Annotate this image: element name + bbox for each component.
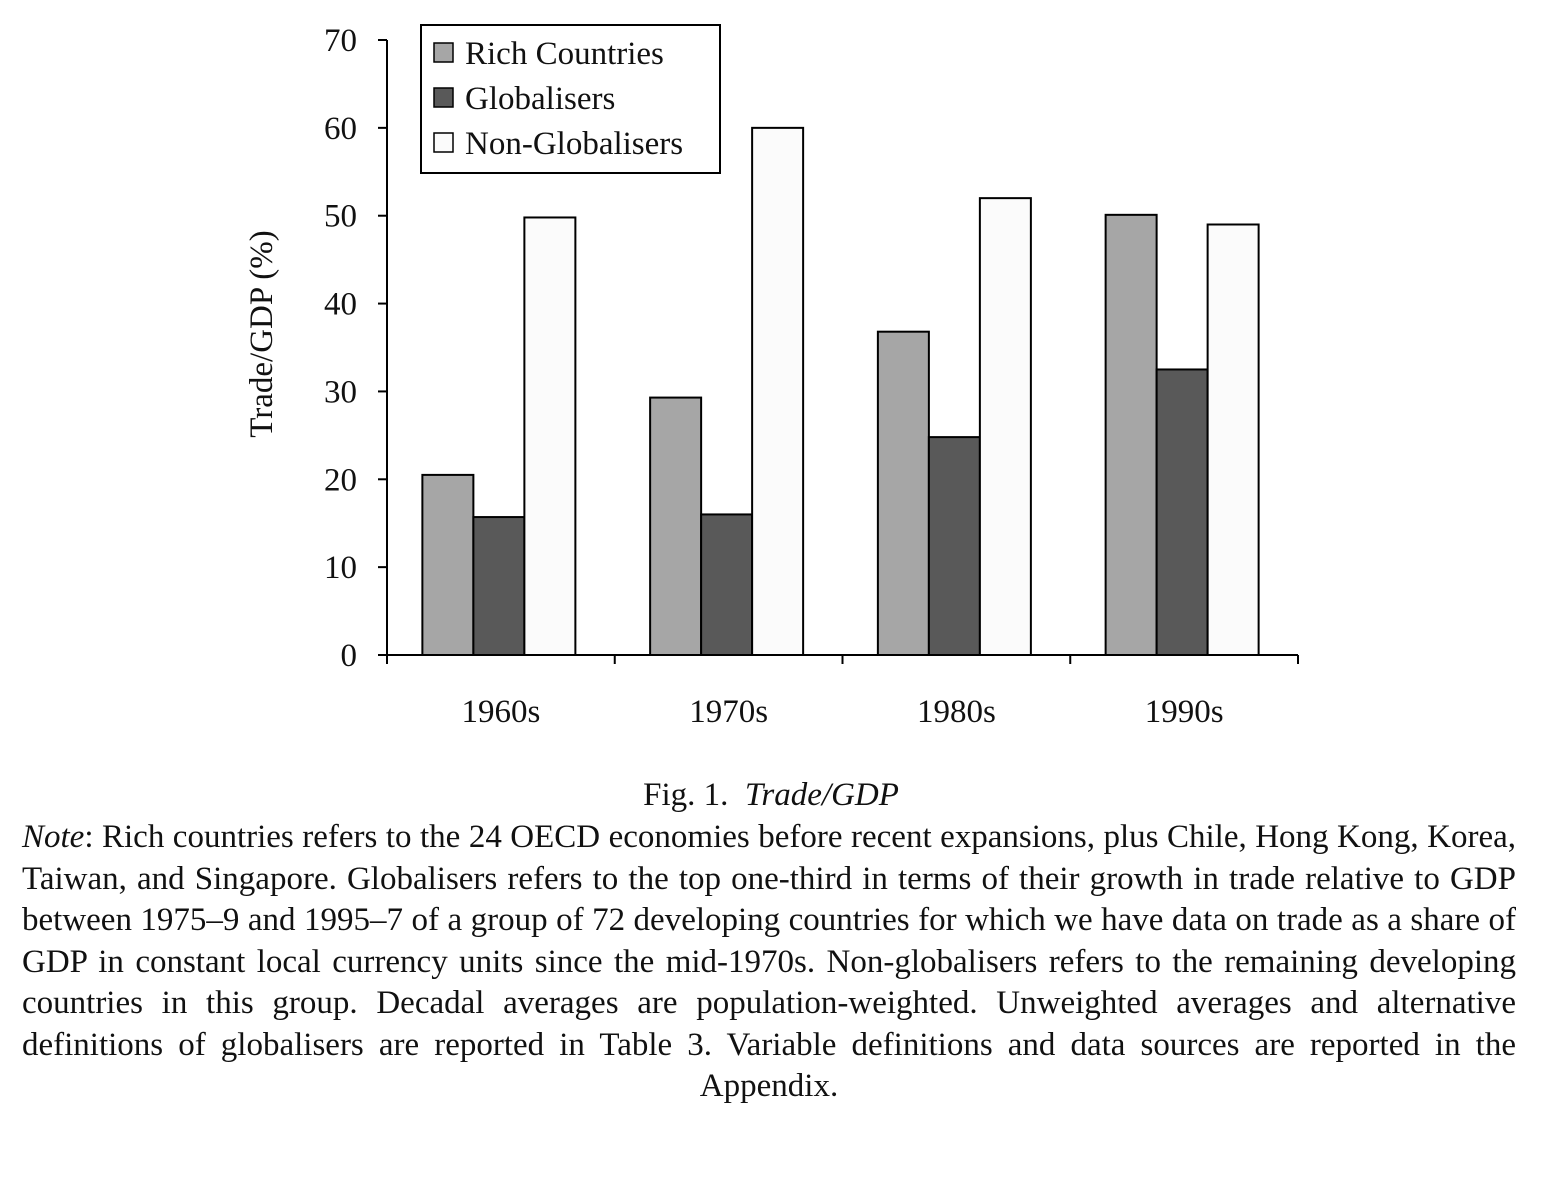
y-tick-label: 0 [341,638,358,674]
y-tick-label: 30 [324,374,357,410]
figure-note: Note: Rich countries refers to the 24 OE… [22,817,1516,1108]
bar-rich-countries-1990s [1104,213,1158,656]
x-tick-label: 1970s [689,694,768,730]
x-tick-label: 1960s [461,694,540,730]
figure-number: Fig. 1. [643,777,729,813]
x-tick-label: 1980s [917,694,996,730]
bar-globalisers-1990s [1155,368,1209,656]
bar-chart: 1960s 1970s 1980s 1990s 0 10 20 30 40 50 60 70 Rich… [244,23,1299,730]
legend-box [420,24,721,174]
legend-label: Rich Countries [465,36,664,72]
legend-swatch [433,42,454,63]
bar-globalisers-1970s [700,513,754,657]
legend-label: Non-Globalisers [465,126,683,162]
bars-group [421,126,1260,657]
figure-caption: Fig. 1. Trade/GDP [0,775,1542,815]
axes-group: 1960s 1970s 1980s 1990s 0 10 20 30 40 50 60 70 [324,23,1299,730]
legend-swatch [433,132,454,153]
y-tick-label: 60 [324,111,357,147]
note-label: Note [22,819,85,855]
y-tick-label: 10 [324,550,357,586]
y-tick-label: 70 [324,23,357,59]
x-tick-label: 1990s [1145,694,1224,730]
bar-globalisers-1980s [927,436,981,656]
bar-rich-countries-1980s [876,330,930,656]
y-tick-label: 40 [324,287,357,323]
bar-rich-countries-1960s [421,473,475,656]
figure-title: Trade/GDP [744,777,899,813]
y-tick-label: 50 [324,199,357,235]
legend-label: Globalisers [465,81,615,117]
note-text: : Rich countries refers to the 24 OECD e… [22,819,1516,1104]
bar-non-globalisers-1980s [978,197,1032,656]
bar-non-globalisers-1970s [751,126,805,657]
legend: Rich Countries Globalisers Non-Globalisers [420,24,721,174]
bar-non-globalisers-1990s [1206,223,1260,656]
bar-non-globalisers-1960s [523,216,577,656]
legend-swatch [433,87,454,108]
y-axis-label: Trade/GDP (%) [244,230,280,437]
bar-globalisers-1960s [472,516,526,656]
y-tick-label: 20 [324,462,357,498]
bar-rich-countries-1970s [649,396,703,656]
